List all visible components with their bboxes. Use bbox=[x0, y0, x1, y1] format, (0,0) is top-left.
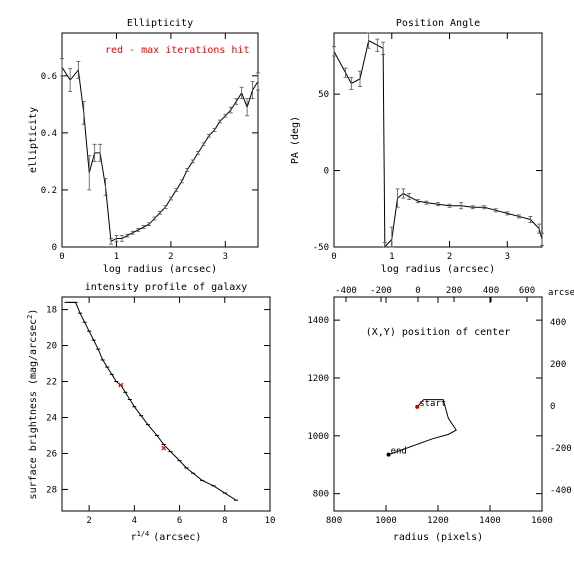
y-tick-label: 0.6 bbox=[41, 72, 57, 82]
y-tick-label: -50 bbox=[313, 243, 329, 253]
x-tick-label: 2 bbox=[168, 252, 173, 262]
y-tick-label: 1000 bbox=[307, 432, 329, 442]
ellipticity-title: Ellipticity bbox=[127, 18, 193, 29]
right-tick-label: 0 bbox=[550, 402, 555, 412]
top-tick-label: -400 bbox=[335, 286, 357, 296]
top-tick-label: -200 bbox=[370, 286, 392, 296]
x-tick-label: 10 bbox=[265, 516, 276, 526]
intensity-ylabel: surface brightness (mag/arcsec2) bbox=[26, 309, 39, 500]
x-tick-label: 1600 bbox=[531, 516, 553, 526]
position-angle-ylabel: PA (deg) bbox=[290, 116, 301, 164]
top-tick-label: 600 bbox=[519, 286, 535, 296]
y-tick-label: 0 bbox=[324, 167, 329, 177]
start-label: start bbox=[419, 399, 446, 409]
x-tick-label: 800 bbox=[326, 516, 342, 526]
position-angle-title: Position Angle bbox=[396, 18, 480, 29]
position-angle-xlabel: log radius (arcsec) bbox=[381, 264, 495, 275]
center-position-panel: (X,Y) position of center radius (pixels)… bbox=[307, 286, 574, 543]
center-xlabel: radius (pixels) bbox=[393, 532, 483, 543]
y-tick-label: 26 bbox=[46, 449, 57, 459]
x-tick-label: 1400 bbox=[479, 516, 501, 526]
intensity-xlabel-unit: (arcsec) bbox=[153, 532, 201, 543]
intensity-title: intensity profile of galaxy bbox=[85, 282, 248, 293]
right-tick-label: -400 bbox=[550, 486, 572, 496]
y-tick-label: 800 bbox=[313, 490, 329, 500]
center-top-axis-label: arcsec bbox=[548, 288, 574, 298]
y-tick-label: 24 bbox=[46, 413, 57, 423]
position-angle-panel: Position Angle log radius (arcsec) PA (d… bbox=[290, 18, 544, 275]
y-tick-label: 22 bbox=[46, 378, 57, 388]
highlight-point bbox=[118, 382, 124, 388]
x-tick-label: 3 bbox=[223, 252, 228, 262]
top-tick-label: 200 bbox=[446, 286, 462, 296]
y-tick-label: 0.4 bbox=[41, 129, 57, 139]
y-tick-label: 0.2 bbox=[41, 186, 57, 196]
ellipticity-xlabel: log radius (arcsec) bbox=[103, 264, 217, 275]
series-line bbox=[61, 66, 259, 243]
y-tick-label: 50 bbox=[318, 90, 329, 100]
intensity-xlabel: r1/4 (arcsec) bbox=[131, 530, 202, 543]
intensity-xlabel-sup: 1/4 bbox=[137, 530, 150, 538]
x-tick-label: 2 bbox=[447, 252, 452, 262]
top-tick-label: 0 bbox=[415, 286, 420, 296]
intensity-ylabel-sup: 2 bbox=[26, 315, 34, 319]
ellipticity-panel: Ellipticity red - max iterations hit log… bbox=[28, 18, 260, 275]
x-tick-label: 1000 bbox=[375, 516, 397, 526]
intensity-ylabel-close: ) bbox=[28, 309, 39, 315]
x-tick-label: 8 bbox=[222, 516, 227, 526]
x-tick-label: 0 bbox=[331, 252, 336, 262]
intensity-ylabel-main: surface brightness (mag/arcsec bbox=[28, 319, 39, 500]
end-label: end bbox=[391, 447, 407, 457]
x-tick-label: 0 bbox=[59, 252, 64, 262]
right-tick-label: 400 bbox=[550, 318, 566, 328]
ellipticity-plot-frame bbox=[61, 32, 259, 248]
x-tick-label: 1 bbox=[389, 252, 394, 262]
y-tick-label: 1400 bbox=[307, 316, 329, 326]
top-tick-label: 400 bbox=[483, 286, 499, 296]
x-tick-label: 1 bbox=[114, 252, 119, 262]
x-tick-label: 2 bbox=[86, 516, 91, 526]
intensity-xlabel-r: r bbox=[131, 532, 137, 543]
ellipticity-annotation: red - max iterations hit bbox=[105, 45, 250, 56]
right-tick-label: -200 bbox=[550, 444, 572, 454]
ellipticity-ylabel: ellipticity bbox=[28, 107, 39, 173]
x-tick-label: 6 bbox=[177, 516, 182, 526]
intensity-profile-panel: intensity profile of galaxy r1/4 (arcsec)… bbox=[26, 282, 275, 543]
y-tick-label: 0 bbox=[52, 243, 57, 253]
x-tick-label: 3 bbox=[505, 252, 510, 262]
y-tick-label: 1200 bbox=[307, 374, 329, 384]
intensity-plot-frame bbox=[61, 296, 271, 512]
y-tick-label: 18 bbox=[46, 306, 57, 316]
highlight-point bbox=[161, 445, 167, 451]
x-tick-label: 4 bbox=[132, 516, 137, 526]
right-tick-label: 200 bbox=[550, 360, 566, 370]
x-tick-label: 1200 bbox=[427, 516, 449, 526]
y-tick-label: 20 bbox=[46, 342, 57, 352]
start-marker bbox=[415, 404, 420, 409]
position-angle-plot-frame bbox=[333, 32, 543, 248]
end-marker bbox=[386, 452, 391, 457]
series-line bbox=[333, 39, 543, 249]
center-title: (X,Y) position of center bbox=[366, 327, 511, 338]
series-line bbox=[388, 399, 457, 456]
series-line bbox=[66, 301, 237, 501]
y-tick-label: 28 bbox=[46, 485, 57, 495]
